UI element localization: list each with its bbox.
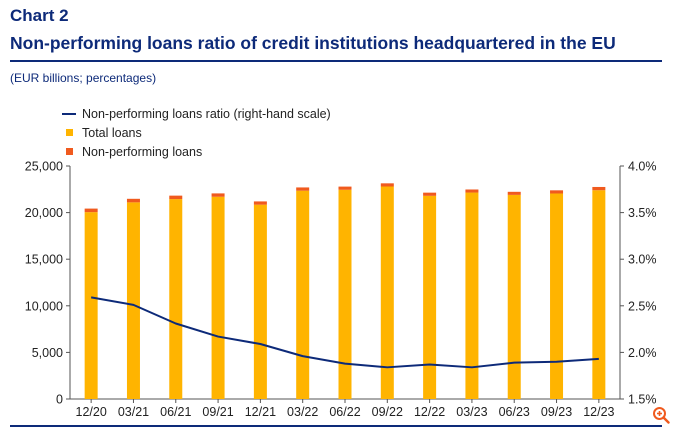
bar-npl [84,208,98,213]
bar-npl [253,201,267,205]
bar-total-loans [550,193,564,399]
bottom-rule [10,425,662,427]
bar-total-loans [465,192,479,399]
bar-npl [550,190,564,194]
chart-subtitle: (EUR billions; percentages) [10,71,157,85]
bar-total-loans [253,204,267,399]
x-tick-label: 03/23 [456,405,487,419]
y-right-tick-label: 2.0% [628,346,657,360]
bar-total-loans [507,194,521,399]
chart-label: Chart 2 [10,6,69,25]
legend-label-npl: Non-performing loans [82,144,203,159]
legend-item-total-loans: Total loans [62,123,331,142]
y-left-tick-label: 10,000 [25,299,63,313]
x-tick-label: 12/23 [583,405,614,419]
bar-npl [423,192,437,196]
bar-npl [169,195,183,200]
x-tick-label: 09/23 [541,405,572,419]
x-tick-label: 09/21 [202,405,233,419]
y-right-tick-label: 2.5% [628,299,657,313]
bar-total-loans [423,195,437,399]
chart-title: Non-performing loans ratio of credit ins… [10,33,616,53]
bar-npl [592,186,606,191]
bar-total-loans [592,190,606,399]
x-tick-label: 06/22 [329,405,360,419]
y-left-tick-label: 20,000 [25,206,63,220]
x-tick-label: 12/21 [245,405,276,419]
bar-total-loans [338,189,352,399]
y-right-tick-label: 3.0% [628,253,657,267]
bar-npl [465,189,479,193]
x-tick-label: 06/23 [499,405,530,419]
y-left-tick-label: 0 [56,393,63,407]
bar-npl [296,187,310,191]
bar-npl [338,186,352,190]
legend: Non-performing loans ratio (right-hand s… [62,104,331,161]
y-right-tick-label: 4.0% [628,160,657,174]
bar-total-loans [126,202,140,399]
x-tick-label: 12/22 [414,405,445,419]
top-rule [10,60,662,62]
zoom-in-icon[interactable] [652,406,670,424]
bar-npl [507,191,521,195]
legend-item-npl: Non-performing loans [62,142,331,161]
legend-label-total-loans: Total loans [82,125,142,140]
bar-npl [126,198,140,203]
legend-item-ratio: Non-performing loans ratio (right-hand s… [62,104,331,123]
x-tick-label: 09/22 [372,405,403,419]
y-left-tick-label: 15,000 [25,253,63,267]
x-tick-label: 03/22 [287,405,318,419]
x-tick-label: 12/20 [76,405,107,419]
bar-total-loans [211,196,225,399]
legend-swatch-total-loans [66,129,73,136]
y-right-tick-label: 1.5% [628,393,657,407]
y-right-tick-label: 3.5% [628,206,657,220]
x-tick-label: 06/21 [160,405,191,419]
bar-total-loans [169,199,183,399]
bar-npl [211,193,225,197]
bar-npl [380,183,394,187]
legend-line-marker [62,112,76,115]
legend-label-ratio: Non-performing loans ratio (right-hand s… [82,106,331,121]
bar-total-loans [380,186,394,399]
x-tick-label: 03/21 [118,405,149,419]
legend-swatch-npl [66,148,73,155]
y-left-tick-label: 25,000 [25,160,63,174]
y-left-tick-label: 5,000 [32,346,63,360]
bar-total-loans [84,212,98,399]
bar-total-loans [296,190,310,399]
